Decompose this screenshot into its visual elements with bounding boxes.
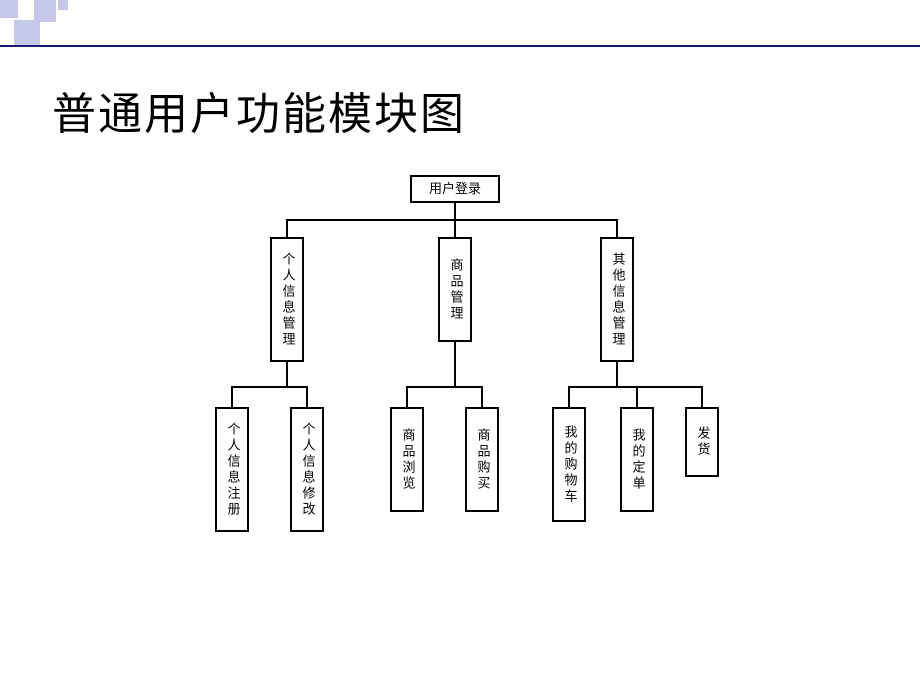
node-label: 个人信息管理 bbox=[279, 252, 296, 348]
edge bbox=[286, 362, 288, 386]
edge bbox=[568, 386, 570, 407]
page-title: 普通用户功能模块图 bbox=[52, 78, 466, 142]
node-personal-info-register: 个人信息注册 bbox=[215, 407, 249, 532]
node-label: 用户登录 bbox=[429, 181, 481, 198]
node-label: 商品浏览 bbox=[399, 428, 416, 492]
node-personal-info-edit: 个人信息修改 bbox=[290, 407, 324, 532]
node-my-cart: 我的购物车 bbox=[552, 407, 586, 522]
edge bbox=[286, 219, 288, 237]
node-product-buy: 商品购买 bbox=[465, 407, 499, 512]
edge bbox=[406, 386, 483, 388]
edge bbox=[454, 203, 456, 219]
edge bbox=[454, 219, 456, 237]
node-label: 商品管理 bbox=[447, 258, 464, 322]
node-label: 其他信息管理 bbox=[609, 252, 626, 348]
node-label: 我的定单 bbox=[629, 428, 646, 492]
edge bbox=[616, 362, 618, 386]
edge bbox=[481, 386, 483, 407]
node-shipping: 发货 bbox=[685, 407, 719, 477]
node-label: 个人信息注册 bbox=[224, 422, 241, 518]
edge bbox=[636, 386, 638, 407]
node-root: 用户登录 bbox=[410, 175, 500, 203]
node-product-browse: 商品浏览 bbox=[390, 407, 424, 512]
node-label: 发货 bbox=[694, 426, 711, 458]
node-my-orders: 我的定单 bbox=[620, 407, 654, 512]
edge bbox=[231, 386, 233, 407]
node-label: 我的购物车 bbox=[561, 425, 578, 505]
node-other-info-mgmt: 其他信息管理 bbox=[600, 237, 634, 362]
edge bbox=[406, 386, 408, 407]
edge bbox=[231, 386, 308, 388]
node-label: 商品购买 bbox=[474, 428, 491, 492]
edge bbox=[701, 386, 703, 407]
function-module-diagram: 用户登录 个人信息管理 商品管理 其他信息管理 个人信息注册 个人信息修改 商品… bbox=[200, 175, 740, 575]
top-border bbox=[0, 45, 920, 47]
node-product-mgmt: 商品管理 bbox=[438, 237, 472, 342]
edge bbox=[616, 219, 618, 237]
edge bbox=[454, 342, 456, 386]
corner-decoration bbox=[0, 0, 90, 45]
edge bbox=[286, 219, 618, 221]
edge bbox=[306, 386, 308, 407]
node-label: 个人信息修改 bbox=[299, 422, 316, 518]
node-personal-info-mgmt: 个人信息管理 bbox=[270, 237, 304, 362]
